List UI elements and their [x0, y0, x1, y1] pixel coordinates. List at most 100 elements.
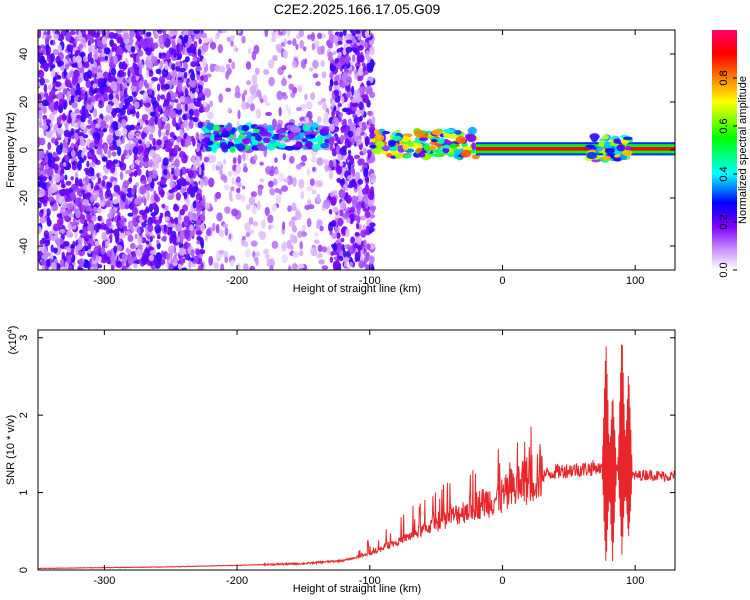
heatmap-cell — [170, 30, 178, 36]
heatmap-cell — [328, 221, 336, 227]
heatmap-cell — [57, 218, 64, 226]
heatmap-cell — [127, 234, 134, 242]
heatmap-cell — [241, 235, 246, 241]
heatmap-cell — [322, 102, 328, 111]
heatmap-cell — [90, 181, 94, 190]
heatmap-cell — [83, 55, 88, 63]
y-tick-label: 40 — [18, 48, 30, 60]
heatmap-cell — [40, 209, 44, 214]
heatmap-cell — [110, 80, 117, 91]
heatmap-cell — [53, 101, 59, 111]
heatmap-cell — [179, 128, 183, 139]
heatmap-cell — [56, 213, 63, 219]
heatmap-cell — [60, 82, 66, 90]
heatmap-cell — [58, 98, 64, 107]
heatmap-cell — [188, 259, 192, 270]
heatmap-cell — [363, 229, 367, 235]
heatmap-cell — [144, 83, 150, 89]
heatmap-cell — [151, 42, 159, 49]
heatmap-cell — [251, 74, 258, 84]
heatmap-cell — [373, 129, 380, 136]
heatmap-cell — [254, 67, 260, 76]
heatmap-cell — [235, 30, 242, 34]
top-x-axis: -300 -200 -100 0 100 — [93, 30, 644, 287]
heatmap-cell — [121, 253, 128, 263]
top-x-axis-label: Height of straight line (km) — [293, 283, 421, 295]
heatmap-cell — [271, 203, 278, 212]
x-tick-label: -300 — [93, 275, 115, 287]
heatmap-cell — [341, 135, 347, 141]
heatmap-cell — [116, 36, 124, 44]
heatmap-cell — [248, 196, 256, 206]
heatmap-cell — [253, 256, 258, 263]
heatmap-cell — [403, 154, 412, 159]
heatmap-cell — [443, 144, 451, 149]
heatmap-cell — [141, 255, 148, 266]
heatmap-cell — [269, 139, 277, 144]
heatmap-cell — [215, 191, 222, 200]
heatmap-cell — [268, 180, 274, 188]
heatmap-cell — [176, 182, 182, 190]
heatmap-cell — [250, 191, 257, 198]
heatmap-cell — [329, 65, 336, 72]
heatmap-cell — [124, 143, 131, 151]
heatmap-cell — [105, 218, 111, 227]
heatmap-cell — [358, 101, 364, 111]
heatmap-cell — [335, 62, 343, 69]
heatmap-cell — [307, 34, 312, 40]
heatmap-cell — [40, 44, 45, 49]
heatmap-cell — [87, 249, 92, 254]
heatmap-cell — [61, 113, 66, 122]
heatmap-cell — [51, 262, 57, 270]
heatmap-cell — [288, 83, 295, 91]
heatmap-cell — [62, 162, 67, 167]
heatmap-cell — [237, 182, 242, 188]
heatmap-cell — [238, 134, 246, 140]
heatmap-cell — [190, 61, 197, 68]
heatmap-cell — [327, 56, 334, 62]
heatmap-cell — [211, 163, 216, 172]
heatmap-cell — [369, 243, 375, 250]
heatmap-cell — [364, 41, 368, 49]
heatmap-cell — [122, 32, 130, 40]
heatmap-cell — [236, 176, 241, 184]
heatmap-cell — [369, 45, 375, 56]
heatmap-cell — [196, 147, 200, 152]
heatmap-cell — [205, 147, 212, 152]
heatmap-cell — [163, 168, 168, 176]
heatmap-cell — [224, 256, 228, 263]
heatmap-cell — [162, 30, 167, 35]
heatmap-cell — [46, 258, 51, 268]
heatmap-cell — [57, 128, 64, 135]
heatmap-cell — [366, 65, 374, 73]
heatmap-cell — [97, 47, 103, 54]
heatmap-cell — [92, 73, 96, 79]
heatmap-cell — [76, 83, 81, 92]
heatmap-cell — [116, 146, 122, 157]
heatmap-cell — [369, 222, 376, 228]
heatmap-cell — [93, 61, 98, 68]
heatmap-cell — [144, 119, 149, 125]
heatmap-cell — [170, 101, 175, 107]
heatmap-cell — [87, 222, 95, 232]
heatmap-cell — [237, 154, 242, 165]
heatmap-cell — [94, 240, 100, 247]
heatmap-cell — [137, 244, 142, 250]
heatmap-cell — [331, 110, 335, 118]
heatmap-cell — [613, 138, 622, 144]
heatmap-cell — [269, 188, 276, 196]
heatmap-cell — [338, 209, 344, 217]
heatmap-cell — [292, 251, 300, 259]
heatmap-cell — [252, 251, 256, 258]
colorbar — [712, 30, 737, 270]
heatmap-cell — [59, 175, 64, 181]
heatmap-cell — [66, 203, 74, 210]
heatmap-cell — [292, 263, 298, 270]
heatmap-cell — [189, 211, 193, 221]
heatmap-cell — [132, 62, 137, 68]
heatmap-cell — [154, 259, 162, 269]
heatmap-cell — [144, 38, 151, 48]
heatmap-cell — [47, 142, 52, 151]
heatmap-cell — [359, 215, 367, 221]
heatmap-cell — [53, 123, 59, 131]
